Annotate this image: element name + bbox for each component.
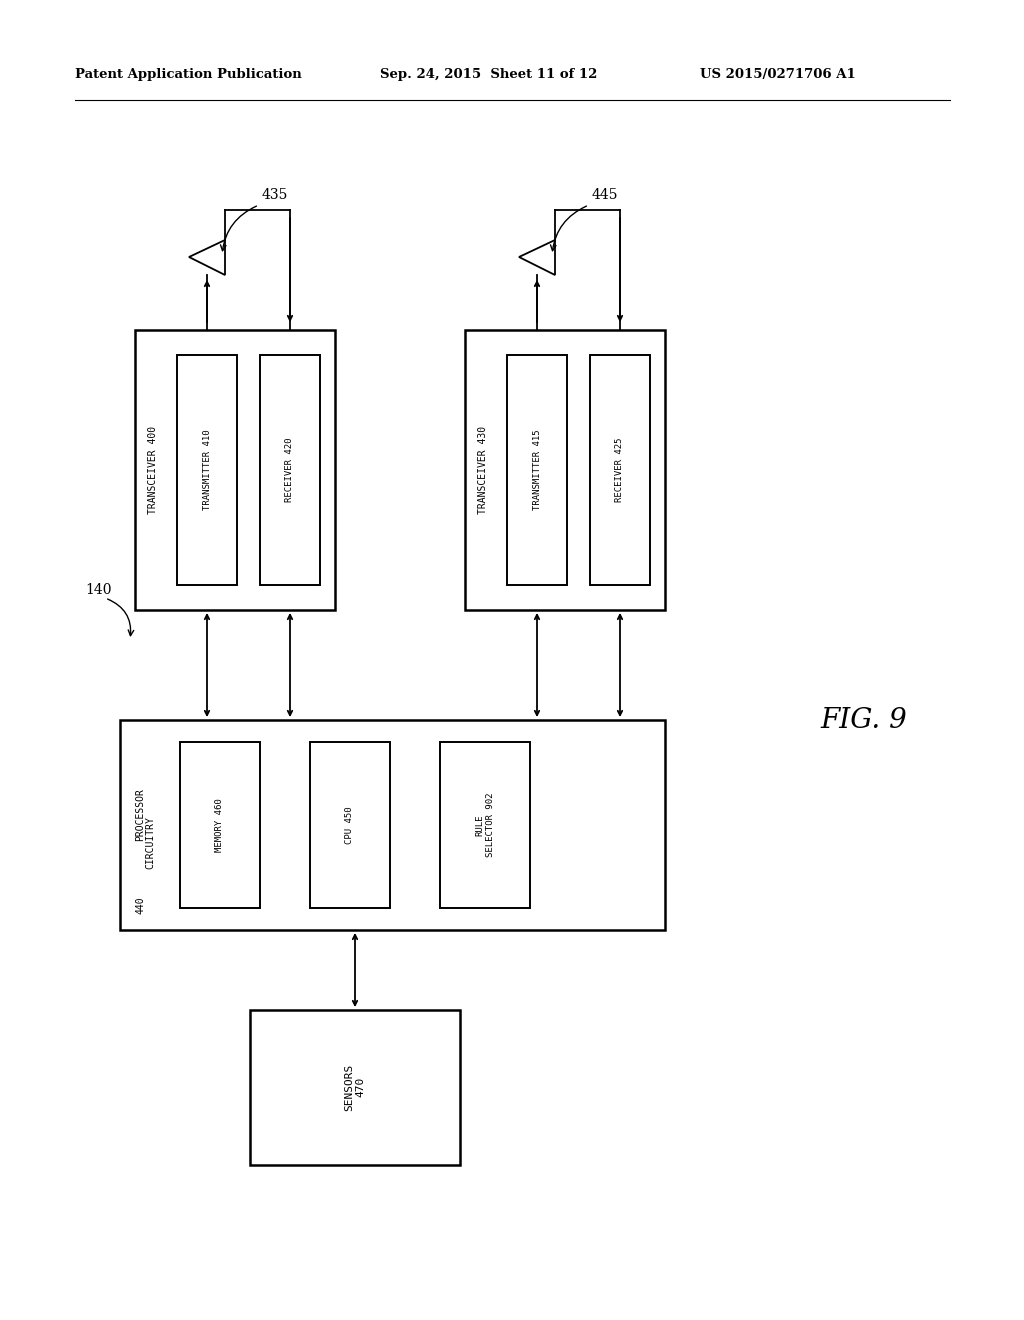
Text: FIG. 9: FIG. 9: [820, 706, 906, 734]
Text: PROCESSOR: PROCESSOR: [135, 788, 145, 841]
Bar: [180, 742, 260, 908]
Bar: [120, 719, 665, 931]
Text: RECEIVER 425: RECEIVER 425: [615, 438, 625, 502]
Text: CPU 450: CPU 450: [345, 807, 354, 843]
Text: US 2015/0271706 A1: US 2015/0271706 A1: [700, 69, 856, 81]
Text: 140: 140: [85, 583, 112, 597]
Text: TRANSMITTER 415: TRANSMITTER 415: [532, 430, 542, 511]
Bar: [440, 742, 530, 908]
Text: RECEIVER 420: RECEIVER 420: [286, 438, 295, 502]
Text: SENSORS
470: SENSORS 470: [344, 1064, 366, 1110]
Text: 440: 440: [135, 896, 145, 913]
Polygon shape: [189, 240, 225, 275]
Polygon shape: [519, 240, 555, 275]
Bar: [250, 1010, 460, 1166]
Bar: [310, 742, 390, 908]
Bar: [465, 330, 665, 610]
Text: RULE
SELECTOR 902: RULE SELECTOR 902: [475, 793, 495, 857]
Text: Patent Application Publication: Patent Application Publication: [75, 69, 302, 81]
Text: Sep. 24, 2015  Sheet 11 of 12: Sep. 24, 2015 Sheet 11 of 12: [380, 69, 597, 81]
Bar: [135, 330, 335, 610]
Bar: [507, 355, 567, 585]
Bar: [177, 355, 237, 585]
Bar: [260, 355, 319, 585]
Text: 445: 445: [592, 187, 618, 202]
Text: TRANSCEIVER 430: TRANSCEIVER 430: [478, 426, 488, 513]
Text: 435: 435: [262, 187, 289, 202]
Text: CIRCUITRY: CIRCUITRY: [145, 817, 155, 870]
Bar: [590, 355, 650, 585]
Text: TRANSCEIVER 400: TRANSCEIVER 400: [148, 426, 158, 513]
Text: MEMORY 460: MEMORY 460: [215, 799, 224, 851]
Text: TRANSMITTER 410: TRANSMITTER 410: [203, 430, 212, 511]
